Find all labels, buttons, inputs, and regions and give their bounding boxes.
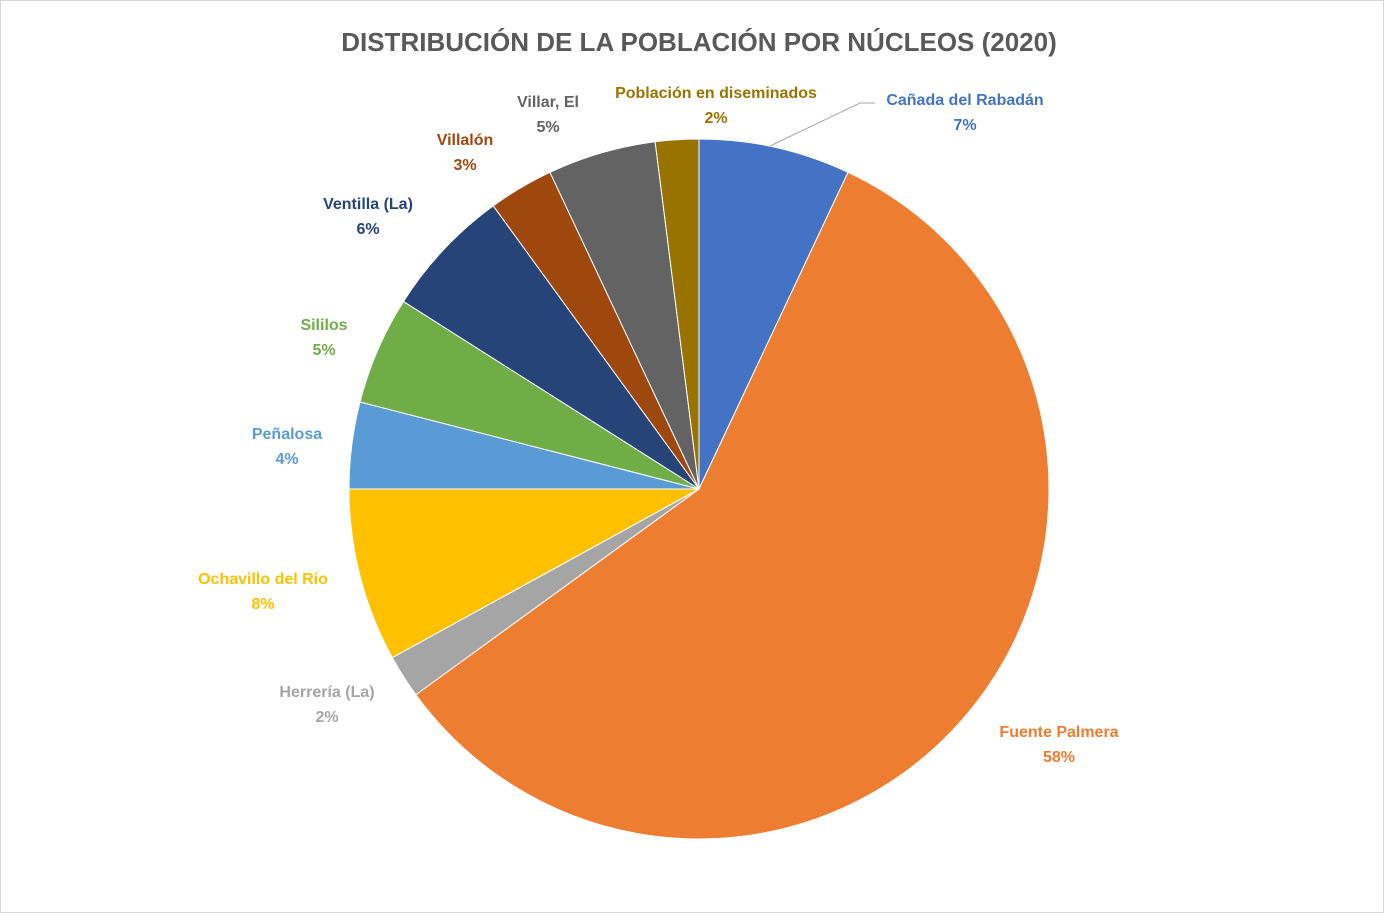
pie-slice (402, 205, 700, 490)
data-label: 5% (312, 342, 335, 359)
slice-label: Población en diseminados (615, 85, 817, 102)
slice-label: Villar, El (517, 94, 579, 111)
pie-slice (698, 138, 849, 490)
slice-label: Ochavillo del Río (198, 571, 328, 588)
data-label: 58% (1043, 749, 1075, 766)
data-label: 7% (953, 117, 976, 134)
chart-title: DISTRIBUCIÓN DE LA POBLACIÓN POR NÚCLEOS… (341, 27, 1057, 57)
pie-slice (415, 171, 1050, 840)
data-label: 5% (536, 119, 559, 136)
pie-slice (348, 488, 700, 659)
data-label: 8% (251, 596, 274, 613)
slice-label: Herrería (La) (279, 684, 374, 701)
slice-label: Fuente Palmera (999, 724, 1118, 741)
data-label: 2% (315, 709, 338, 726)
slice-label: Cañada del Rabadán (886, 92, 1043, 109)
slice-label: Sililos (300, 317, 347, 334)
data-label: 2% (704, 110, 727, 127)
leader-line (769, 102, 875, 147)
data-label: 6% (356, 221, 379, 238)
slice-label: Villalón (437, 132, 494, 149)
pie-slice (654, 138, 700, 490)
data-label: 4% (275, 451, 298, 468)
slice-label: Peñalosa (252, 426, 322, 443)
slice-label: Ventilla (La) (323, 196, 413, 213)
data-label: 3% (453, 157, 476, 174)
